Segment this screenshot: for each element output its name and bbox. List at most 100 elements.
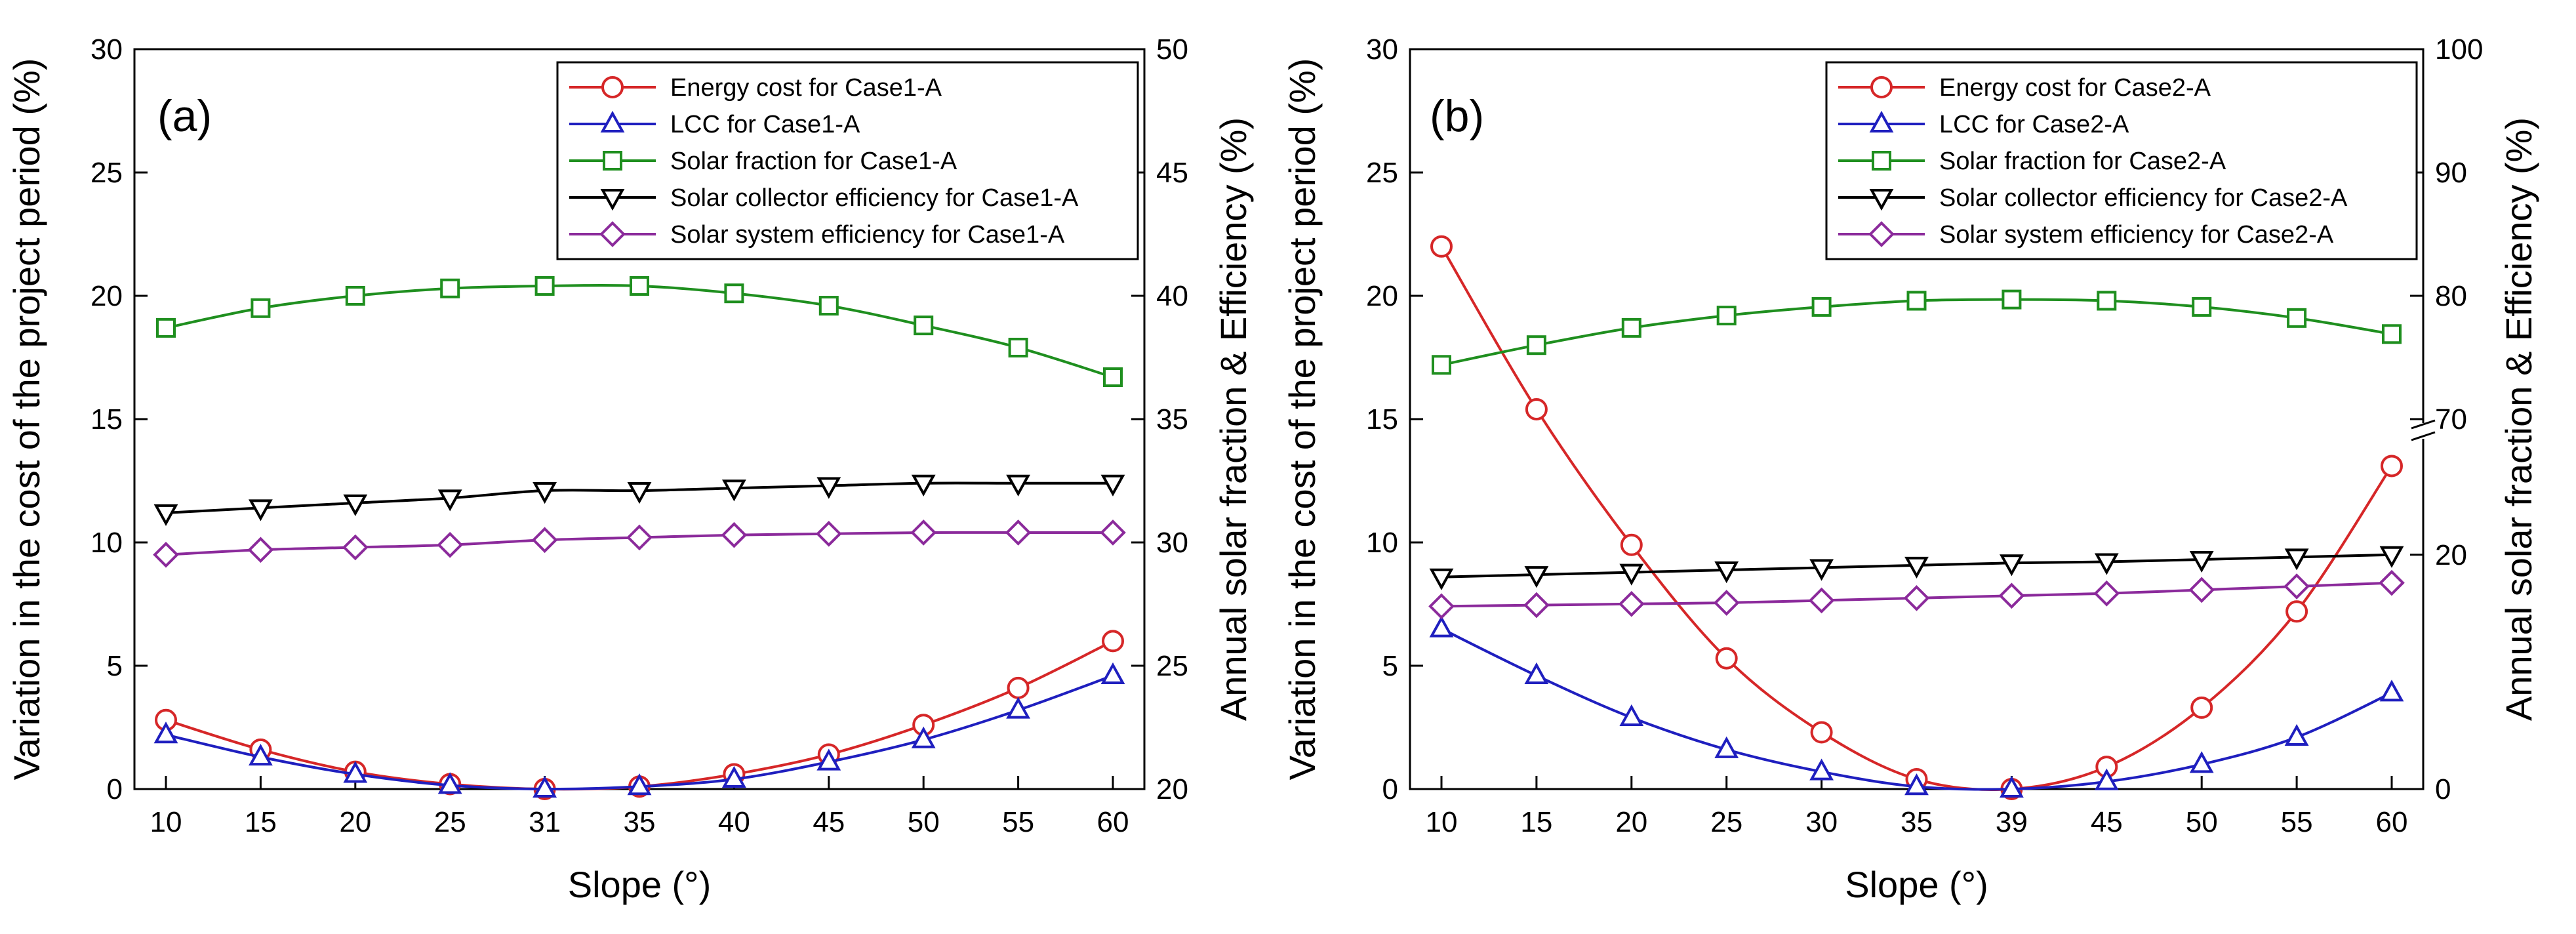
data-point [1809,559,1834,581]
data-point [2192,296,2212,317]
legend-entry: Solar collector efficiency for Case2-A [1939,184,2348,212]
y-right-tick-label: 20 [2435,539,2467,571]
legend-swatch-marker [603,151,622,171]
data-point [533,482,557,504]
data-point [2189,751,2214,773]
data-point [153,504,178,526]
data-point [1428,593,1455,620]
data-point [2189,550,2214,573]
data-point [721,521,748,548]
series-3 [1432,289,2402,375]
x-tick-label: 30 [1805,806,1838,838]
data-point [2093,580,2120,607]
data-point [1809,758,1834,781]
data-point [1432,355,1451,375]
x-tick-label: 60 [1097,806,1129,838]
data-point [724,283,744,304]
data-point [2381,455,2403,477]
legend-entry: Energy cost for Case1-A [670,74,942,102]
y-right-tick-label: 20 [1156,773,1188,805]
y-right-tick-label: 80 [2435,280,2467,312]
data-point [1429,615,1454,638]
data-point [531,527,558,554]
data-point [626,524,653,551]
data-point [249,499,273,521]
data-point [1103,367,1123,388]
legend: Energy cost for Case2-A LCC for Case2-A So… [1825,61,2418,260]
data-point [816,748,841,771]
x-tick-label: 45 [2091,806,2123,838]
y-left-tick-label: 10 [1366,527,1398,559]
y-left-tick-label: 30 [1366,33,1398,66]
data-point [911,474,936,497]
y-left-tick-label: 30 [91,33,123,66]
x-tick-label: 15 [1520,806,1552,838]
data-point [1715,647,1738,670]
legend-entry: Solar fraction for Case2-A [1939,148,2226,175]
data-point [2284,573,2310,599]
data-point [914,315,934,336]
data-point [247,537,274,563]
data-point [627,773,652,796]
data-point [1524,662,1549,685]
data-point [1716,306,1737,326]
chart-panel-a: 10 15 20 25 31 35 40 45 50 55 60 0 5 10 15 20 25 30 20 25 30… [6,33,1254,905]
data-point [1008,337,1028,357]
data-point [1810,721,1833,744]
legend-swatch-marker [601,76,624,98]
x-tick-label: 25 [434,806,466,838]
data-point [2097,291,2117,311]
data-point [818,296,839,316]
data-point [2287,308,2307,328]
x-axis-title: Slope (°) [568,864,711,905]
data-point [1811,296,1832,317]
axis-break-mark [2411,419,2436,430]
legend-entry: Solar system efficiency for Case1-A [670,221,1065,249]
data-point [1102,630,1124,653]
data-point [2094,768,2119,790]
panel-label: (a) [157,91,212,141]
data-point [722,765,746,788]
data-point [2382,324,2402,344]
data-point [1100,519,1126,546]
x-tick-label: 10 [1426,806,1458,838]
data-point [1714,561,1739,584]
series-line [1440,245,2393,792]
data-point [911,726,936,748]
data-point [2000,775,2024,798]
data-point [342,534,369,561]
data-point [1714,736,1739,758]
data-point [1430,235,1453,258]
legend-entry: Solar collector efficiency for Case1-A [670,184,1079,212]
data-point [1429,568,1454,590]
data-point [1618,590,1645,617]
x-tick-label: 20 [1615,806,1647,838]
legend-swatch-marker [600,189,625,211]
chart-panel-b: 10 15 20 25 30 35 39 45 50 55 60 0 5 10 15 20 25 30 0 20 70 8… [1281,33,2539,905]
x-tick-label: 60 [2376,806,2408,838]
y-right-axis-title: Annual solar fraction & Efficiency (%) [1213,117,1254,721]
data-point [2379,569,2405,596]
y-left-axis-title: Variation in the cost of the project per… [6,58,47,781]
data-point [1525,397,1548,420]
data-point [437,489,462,512]
data-point [1007,676,1030,699]
y-left-tick-label: 25 [1366,157,1398,189]
data-point [156,317,176,338]
data-point [2379,546,2404,568]
data-point [1523,592,1550,619]
series-3 [156,275,1123,388]
legend-entry: LCC for Case1-A [670,111,860,138]
data-point [1526,335,1546,355]
data-point [153,721,178,744]
series-5 [1428,569,2405,620]
data-point [153,541,179,568]
y-right-tick-label: 25 [1156,650,1188,682]
data-point [1903,585,1930,611]
series-5 [153,519,1126,568]
data-point [2284,548,2309,571]
x-tick-label: 55 [2281,806,2313,838]
x-tick-label: 50 [2186,806,2218,838]
legend-swatch-marker [1869,189,1894,211]
x-tick-label: 25 [1710,806,1742,838]
